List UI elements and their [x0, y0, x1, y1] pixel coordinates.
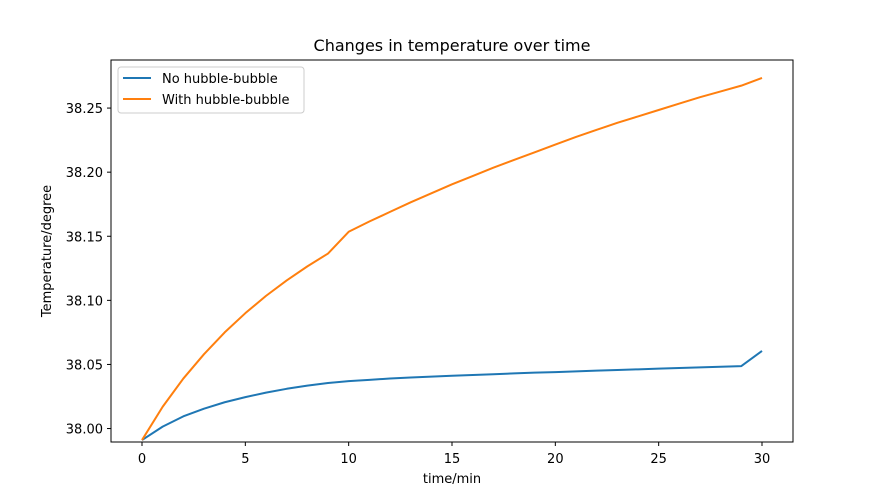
x-tick-label: 0: [138, 452, 146, 467]
legend-label-no-hubble-bubble: No hubble-bubble: [162, 72, 278, 87]
chart-title: Changes in temperature over time: [314, 36, 591, 55]
x-tick-label: 25: [650, 452, 667, 467]
plot-area: [111, 60, 793, 442]
series-line-no-hubble-bubble: [141, 350, 763, 441]
series-line-with-hubble-bubble: [141, 77, 763, 441]
x-tick-label: 5: [241, 452, 249, 467]
x-tick-label: 20: [547, 452, 564, 467]
legend: No hubble-bubble With hubble-bubble: [117, 66, 305, 114]
legend-box: [117, 66, 305, 114]
x-tick-label: 30: [754, 452, 771, 467]
x-tick-label: 15: [444, 452, 461, 467]
y-tick-label: 38.05: [66, 358, 103, 373]
y-axis-label: Temperature/degree: [40, 185, 55, 318]
x-axis-label: time/min: [423, 472, 481, 487]
y-axis-ticks: 38.00 38.05 38.10 38.15 38.20 38.25: [66, 102, 111, 438]
series-layer: [141, 77, 763, 441]
legend-label-with-hubble-bubble: With hubble-bubble: [162, 93, 290, 108]
x-tick-label: 10: [340, 452, 357, 467]
y-tick-label: 38.10: [66, 294, 103, 309]
y-tick-label: 38.20: [66, 166, 103, 181]
y-tick-label: 38.15: [66, 230, 103, 245]
y-tick-label: 38.25: [66, 102, 103, 117]
y-tick-label: 38.00: [66, 423, 103, 438]
x-axis-ticks: 0 5 10 15 20 25 30: [138, 442, 770, 467]
